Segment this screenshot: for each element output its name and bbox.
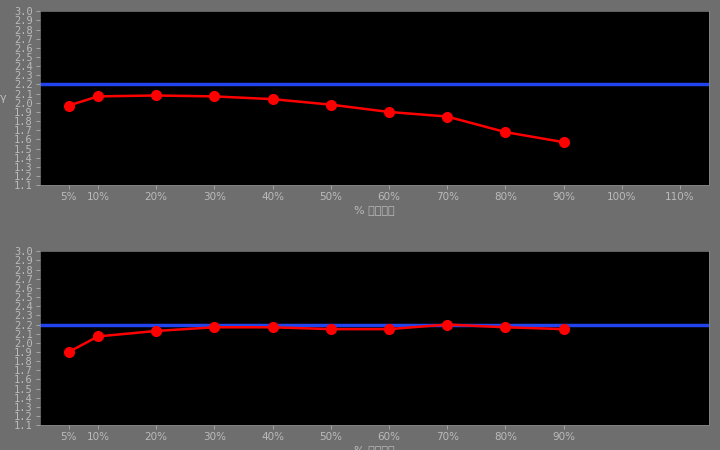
Y-axis label: γ: γ xyxy=(0,93,6,103)
X-axis label: % 视频输出: % 视频输出 xyxy=(354,205,395,215)
X-axis label: % 视频输出: % 视频输出 xyxy=(354,445,395,450)
